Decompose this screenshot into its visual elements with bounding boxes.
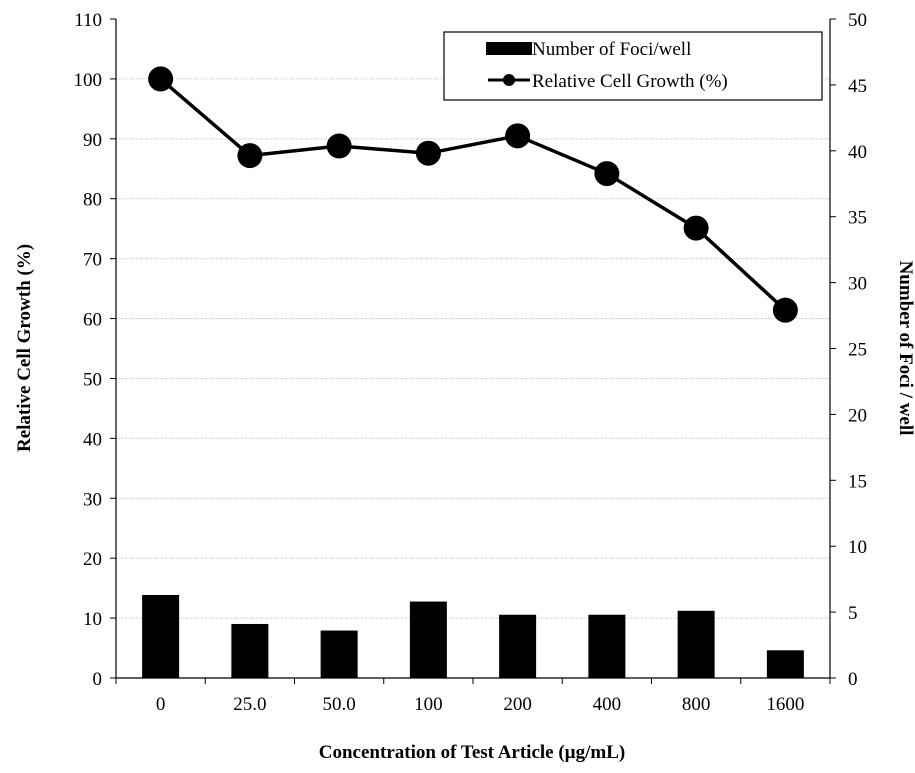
left-tick-label: 80 [83,190,102,211]
x-tick-label: 1600 [766,694,804,715]
bar-foci [409,601,447,678]
point-cell-growth [237,143,263,169]
point-cell-growth [505,123,531,149]
legend-label-foci: Number of Foci/well [532,39,691,60]
legend-marker-swatch [503,74,515,86]
gridlines [116,78,830,619]
right-tick-label: 45 [848,76,867,97]
left-tick-label: 30 [83,489,102,510]
right-tick-label: 40 [848,142,867,163]
bar-foci [142,594,180,678]
bar-foci [766,650,804,678]
right-axis-ticks: 0 5 10 15 20 25 30 35 40 45 50 [830,10,867,690]
right-tick-label: 15 [848,471,867,492]
x-tick-label: 50.0 [323,694,356,715]
x-tick-label: 100 [414,694,443,715]
right-tick-label: 35 [848,208,867,229]
x-axis-title: Concentration of Test Article (µg/mL) [319,742,625,763]
bar-foci [588,614,626,678]
right-tick-label: 5 [848,603,858,624]
right-tick-label: 20 [848,405,867,426]
right-tick-label: 0 [848,669,858,690]
right-axis-title: Number of Foci / well [895,261,915,436]
point-cell-growth [415,140,441,166]
x-tick-label: 25.0 [233,694,266,715]
left-tick-label: 20 [83,549,102,570]
bar-foci [499,614,537,678]
legend: Number of Foci/well Relative Cell Growth… [443,31,823,101]
line-cell-growth [159,77,787,312]
left-axis-ticks: 0 10 20 30 40 50 60 70 80 90 100 110 [74,10,116,690]
x-tick-label: 800 [682,694,711,715]
left-tick-label: 0 [93,669,103,690]
point-cell-growth [326,133,352,159]
point-cell-growth [594,161,620,187]
bar-foci [677,610,715,678]
x-tick-label: 0 [156,694,166,715]
x-axis-ticks: 0 25.0 50.0 100 200 400 800 1600 [115,678,831,715]
point-cell-growth [683,215,709,241]
point-cell-growth [148,66,174,92]
x-tick-label: 200 [503,694,532,715]
right-tick-label: 25 [848,340,867,361]
x-tick-label: 400 [593,694,622,715]
bar-foci [231,623,269,678]
bar-foci [320,630,358,678]
left-tick-label: 10 [83,609,102,630]
legend-label-growth: Relative Cell Growth (%) [532,71,728,92]
left-tick-label: 60 [83,310,102,331]
bar-series-foci [142,594,804,678]
legend-bar-swatch [486,42,532,55]
left-tick-label: 70 [83,250,102,271]
left-tick-label: 110 [74,10,102,31]
right-tick-label: 10 [848,537,867,558]
right-tick-label: 30 [848,274,867,295]
left-tick-label: 100 [74,70,103,91]
left-axis-title: Relative Cell Growth (%) [14,244,35,452]
left-tick-label: 50 [83,369,102,390]
left-tick-label: 40 [83,429,102,450]
right-tick-label: 50 [848,10,867,31]
line-series-cell-growth [148,66,798,323]
axes [115,19,831,679]
left-tick-label: 90 [83,130,102,151]
point-cell-growth [772,297,798,323]
